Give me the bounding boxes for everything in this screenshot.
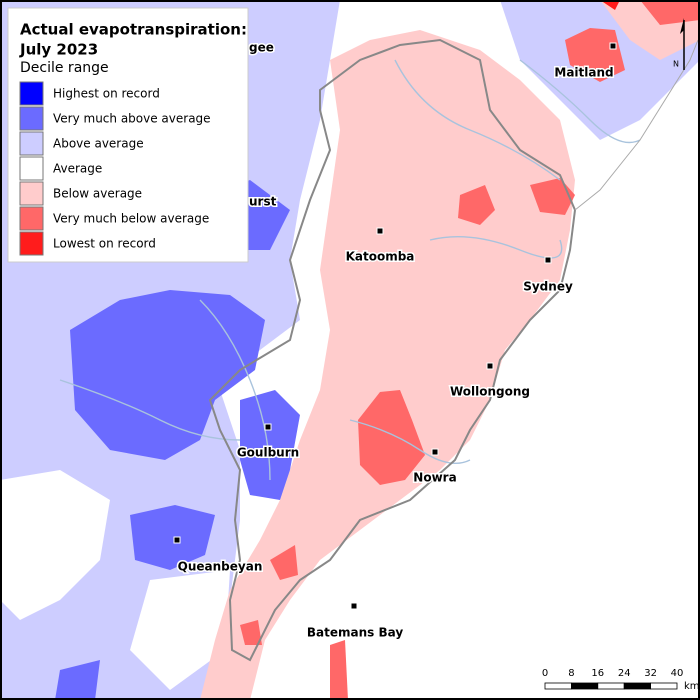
region <box>240 620 262 645</box>
legend-title: July 2023 <box>19 41 98 59</box>
scale-tick-label: 16 <box>591 668 604 679</box>
region <box>130 505 215 570</box>
legend-label: Very much below average <box>53 212 209 226</box>
legend-swatch <box>19 231 44 256</box>
place-marker <box>350 602 358 610</box>
scale-segment <box>597 682 625 690</box>
legend: Actual evapotranspiration: July 2023 Dec… <box>7 7 249 263</box>
region <box>458 185 495 225</box>
region <box>358 390 425 485</box>
legend-label: Below average <box>53 187 142 201</box>
legend-swatch <box>19 106 44 131</box>
legend-label: Highest on record <box>53 87 160 101</box>
region <box>70 290 265 460</box>
legend-swatch <box>19 131 44 156</box>
river <box>429 236 563 259</box>
river <box>59 379 241 441</box>
place-marker <box>609 42 617 50</box>
place-marker <box>264 423 272 431</box>
legend-label: Lowest on record <box>53 237 156 251</box>
place-marker <box>486 362 494 370</box>
scale-tick-label: 0 <box>542 668 548 679</box>
region <box>55 660 100 700</box>
region <box>330 640 348 700</box>
legend-label: Above average <box>53 137 144 151</box>
scale-tick-label: 40 <box>671 668 684 679</box>
place-marker <box>376 227 384 235</box>
legend-title: Actual evapotranspiration: <box>20 21 247 39</box>
place-label: urst <box>249 195 277 209</box>
scale-unit: km <box>684 681 700 692</box>
region <box>565 28 625 82</box>
legend-swatch <box>19 156 44 181</box>
place-label: Queanbeyan <box>178 560 263 574</box>
catchment-outline <box>208 38 577 662</box>
legend-swatch <box>19 81 44 106</box>
scale-tick-label: 8 <box>568 668 574 679</box>
scale-segment <box>544 682 572 690</box>
place-label: Batemans Bay <box>307 626 403 640</box>
scale-segment <box>650 682 678 690</box>
place-marker <box>544 256 552 264</box>
coastline <box>574 39 699 211</box>
river <box>349 419 471 464</box>
region <box>640 0 700 25</box>
north-arrow: N <box>673 18 685 70</box>
place-marker <box>431 448 439 456</box>
region <box>240 390 300 500</box>
place-label: Katoomba <box>346 250 415 264</box>
place-label: Sydney <box>523 280 573 294</box>
place-label: Wollongong <box>450 385 530 399</box>
river <box>394 59 561 181</box>
place-label: Maitland <box>554 66 613 80</box>
legend-subtitle: Decile range <box>20 60 109 76</box>
place-label: Goulburn <box>237 446 299 460</box>
region <box>530 178 575 215</box>
place-label: Nowra <box>413 471 456 485</box>
legend-box <box>7 7 249 263</box>
region <box>270 545 298 580</box>
region <box>600 0 620 10</box>
legend-label: Very much above average <box>53 112 211 126</box>
place-marker <box>173 536 181 544</box>
north-arrow-head <box>680 18 684 34</box>
legend-swatch <box>19 206 44 231</box>
river <box>199 299 271 481</box>
legend-label: Average <box>53 162 102 176</box>
north-label: N <box>673 60 679 69</box>
scale-tick-label: 32 <box>644 668 657 679</box>
region <box>0 470 110 620</box>
scale-segment <box>623 682 652 690</box>
legend-swatch <box>19 181 44 206</box>
place-label: gee <box>249 41 274 55</box>
river <box>519 59 641 144</box>
scale-tick-label: 24 <box>618 668 631 679</box>
rivers <box>59 59 641 481</box>
places: Maitland Katoomba Sydney Wollongong Goulburn… <box>173 39 617 641</box>
region <box>130 570 230 690</box>
scale-segment <box>571 682 599 690</box>
